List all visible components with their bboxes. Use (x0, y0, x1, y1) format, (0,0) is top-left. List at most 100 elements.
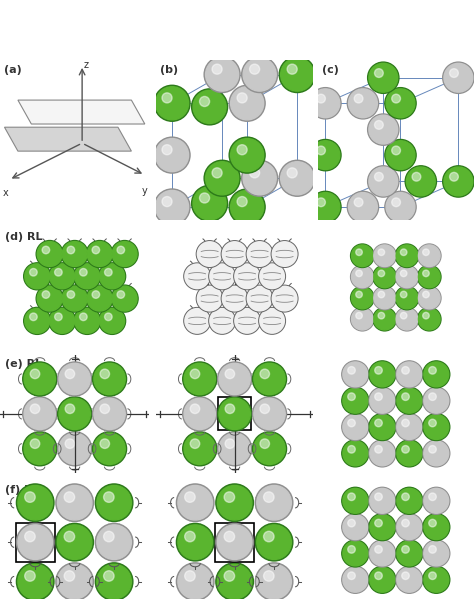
Circle shape (443, 62, 474, 93)
Circle shape (396, 514, 423, 541)
Text: y: y (142, 186, 148, 196)
Circle shape (348, 520, 356, 527)
Circle shape (418, 308, 441, 331)
Circle shape (396, 387, 423, 414)
Circle shape (94, 433, 125, 464)
Circle shape (30, 313, 37, 321)
Circle shape (373, 244, 396, 267)
Circle shape (230, 138, 264, 172)
Circle shape (58, 432, 91, 466)
Text: (b): (b) (160, 65, 179, 75)
Circle shape (254, 364, 285, 395)
Circle shape (397, 362, 422, 387)
Circle shape (111, 241, 138, 267)
Circle shape (395, 265, 419, 288)
Circle shape (36, 285, 63, 312)
Circle shape (373, 308, 396, 331)
Polygon shape (18, 100, 145, 124)
Circle shape (221, 285, 248, 312)
Circle shape (221, 241, 248, 267)
Circle shape (397, 567, 422, 592)
Circle shape (343, 388, 368, 413)
Circle shape (369, 514, 396, 541)
Circle shape (75, 308, 100, 334)
Circle shape (424, 415, 449, 439)
Circle shape (255, 484, 293, 521)
Circle shape (351, 287, 374, 310)
Circle shape (100, 264, 125, 289)
Circle shape (348, 367, 356, 374)
Circle shape (396, 266, 418, 288)
Circle shape (397, 388, 422, 413)
Circle shape (183, 308, 210, 334)
Circle shape (237, 144, 247, 155)
Circle shape (64, 532, 75, 542)
Circle shape (200, 193, 210, 203)
Circle shape (354, 198, 363, 206)
Circle shape (80, 268, 87, 276)
Circle shape (237, 196, 247, 206)
Circle shape (264, 571, 274, 582)
Circle shape (348, 572, 356, 580)
Circle shape (176, 563, 214, 600)
Circle shape (75, 264, 100, 289)
Circle shape (385, 191, 416, 223)
Circle shape (230, 190, 264, 223)
Circle shape (193, 90, 226, 123)
Circle shape (369, 361, 396, 388)
Circle shape (246, 285, 273, 312)
Circle shape (229, 85, 265, 121)
Circle shape (373, 265, 396, 288)
Circle shape (311, 141, 340, 170)
Circle shape (184, 433, 215, 464)
Circle shape (348, 445, 356, 453)
Circle shape (375, 419, 383, 427)
Circle shape (218, 485, 252, 520)
Text: 3: 3 (44, 495, 49, 504)
Circle shape (62, 241, 87, 267)
Circle shape (342, 440, 369, 467)
Circle shape (224, 492, 235, 502)
Circle shape (317, 94, 325, 103)
Bar (16, 523, 55, 562)
Circle shape (242, 57, 278, 93)
Circle shape (30, 439, 40, 448)
Circle shape (229, 189, 265, 225)
Circle shape (65, 369, 75, 379)
Circle shape (424, 515, 449, 539)
Bar (48, 275, 76, 300)
Circle shape (424, 541, 449, 566)
Circle shape (401, 249, 407, 255)
Bar (208, 275, 236, 300)
Circle shape (25, 571, 35, 582)
Circle shape (99, 263, 126, 290)
Bar (218, 397, 251, 430)
Circle shape (209, 263, 236, 290)
Circle shape (55, 313, 62, 321)
Circle shape (342, 566, 369, 594)
Circle shape (17, 523, 54, 561)
Circle shape (200, 96, 210, 107)
Circle shape (368, 62, 399, 93)
Circle shape (343, 441, 368, 466)
Circle shape (25, 308, 50, 334)
Circle shape (342, 487, 369, 514)
Circle shape (423, 270, 429, 277)
Circle shape (246, 241, 273, 267)
Circle shape (225, 439, 235, 448)
Circle shape (253, 397, 287, 431)
Circle shape (281, 58, 314, 91)
Circle shape (94, 364, 125, 395)
Circle shape (92, 291, 100, 299)
Circle shape (402, 545, 409, 553)
Circle shape (111, 285, 138, 312)
Circle shape (190, 369, 200, 379)
Circle shape (374, 172, 383, 181)
Circle shape (396, 245, 418, 267)
Circle shape (392, 146, 401, 155)
Circle shape (424, 488, 449, 514)
Circle shape (95, 484, 133, 521)
Circle shape (257, 485, 292, 520)
Circle shape (59, 398, 91, 430)
Circle shape (104, 492, 114, 502)
